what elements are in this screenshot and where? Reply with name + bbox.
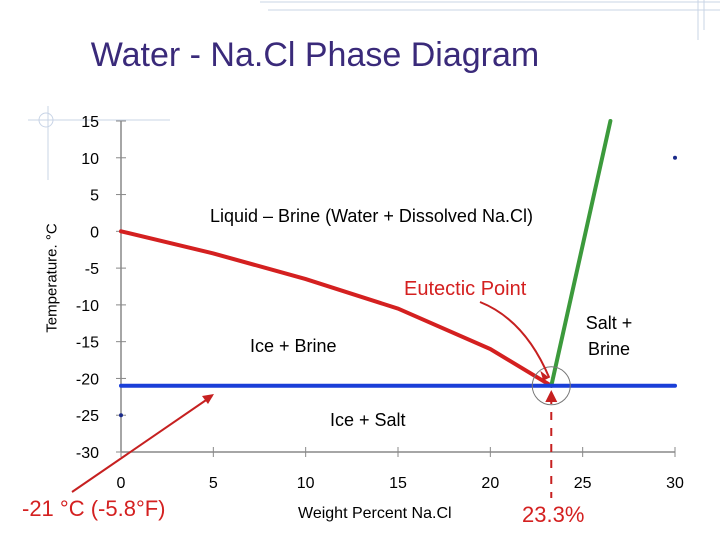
y-tick-label: -20	[76, 371, 99, 388]
y-tick-label: 15	[81, 114, 99, 131]
eutectic-arrowhead	[540, 370, 550, 381]
eutectic-temperature-note: -21 °C (-5.8°F)	[22, 496, 166, 521]
eutectic-point-arrow	[479, 301, 551, 379]
page-title: Water - Na.Cl Phase Diagram	[90, 36, 540, 74]
region-label-liquid: Liquid – Brine (Water + Dissolved Na.Cl)	[210, 206, 533, 226]
series	[119, 119, 677, 418]
callouts	[71, 301, 571, 498]
y-tick-label: -30	[76, 445, 99, 462]
eutectic-point-circle	[531, 366, 571, 406]
x-axis-label: Weight Percent Na.Cl	[298, 505, 452, 522]
y-tick-label: -10	[76, 298, 99, 315]
series-freezing-curve	[119, 229, 554, 388]
temperature-arrow	[71, 395, 213, 493]
region-label-ice-brine: Ice + Brine	[250, 336, 337, 356]
x-tick-label: 0	[117, 475, 126, 492]
slide-decoration	[28, 0, 720, 180]
eutectic-point-label: Eutectic Point	[404, 278, 527, 300]
y-tick-label: 0	[90, 224, 99, 241]
data-marker	[119, 413, 123, 418]
x-tick-label: 25	[574, 475, 592, 492]
series-solubility-line	[549, 119, 613, 388]
x-tick-label: 15	[389, 475, 407, 492]
y-tick-label: -15	[76, 335, 99, 352]
y-tick-label: -25	[76, 408, 99, 425]
composition-arrowhead	[545, 390, 558, 402]
ticks: 15 10 5 0 -5 -10 -15 -20 -25 -30 0 5 10 15 20 25 30	[76, 114, 684, 492]
data-marker	[673, 155, 677, 160]
region-label-ice-salt: Ice + Salt	[330, 410, 406, 430]
x-tick-label: 5	[209, 475, 218, 492]
region-label-salt-brine: Salt + Brine	[585, 313, 633, 359]
temperature-arrowhead	[202, 394, 214, 404]
x-tick-label: 30	[666, 475, 684, 492]
eutectic-composition-note: 23.3%	[522, 502, 585, 527]
x-tick-label: 10	[297, 475, 315, 492]
y-tick-label: -5	[85, 261, 99, 278]
y-tick-label: 5	[90, 188, 99, 205]
y-axis-label: Temperature. °C	[43, 223, 61, 333]
y-tick-label: 10	[81, 151, 99, 168]
x-tick-label: 20	[481, 475, 499, 492]
